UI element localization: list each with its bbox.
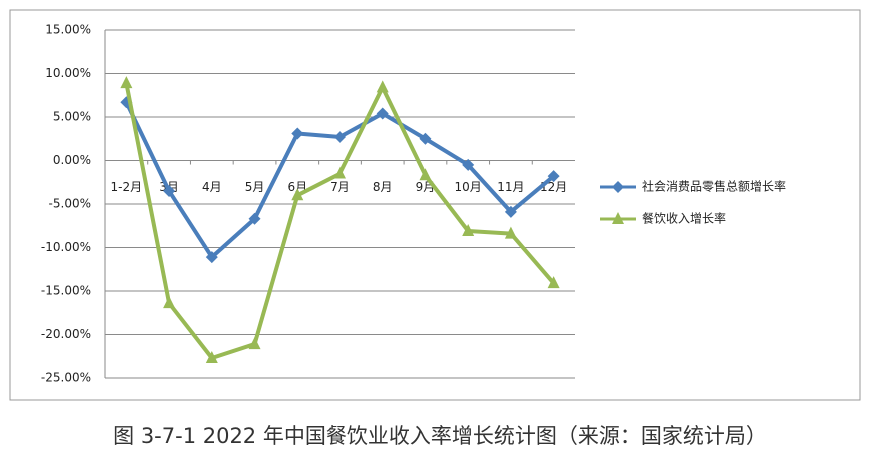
data-point (504, 205, 517, 218)
data-point (419, 132, 432, 145)
data-point (163, 296, 176, 309)
x-tick-label: 5月 (245, 180, 265, 194)
chart-frame (9, 9, 861, 401)
data-point (248, 337, 261, 350)
data-point (547, 276, 560, 289)
data-point (419, 168, 432, 181)
data-point (205, 251, 218, 264)
data-point (462, 223, 475, 236)
data-point (248, 212, 261, 225)
legend-marker (612, 181, 624, 193)
x-tick-label: 4月 (202, 180, 222, 194)
data-point (547, 170, 560, 183)
x-tick-label: 1-2月 (111, 180, 143, 194)
y-tick-label: 10.00% (45, 66, 91, 80)
y-tick-label: 5.00% (53, 110, 91, 124)
data-point (504, 226, 517, 239)
data-point (205, 350, 218, 363)
data-point (376, 80, 389, 93)
data-point (334, 131, 346, 144)
x-tick-label: 8月 (373, 180, 393, 194)
y-tick-label: 0.00% (53, 153, 91, 167)
x-tick-label: 11月 (497, 180, 524, 194)
x-tick-label: 6月 (287, 180, 307, 194)
y-tick-label: -5.00% (49, 197, 91, 211)
y-tick-label: -10.00% (41, 240, 91, 254)
data-point (120, 76, 133, 89)
data-point (376, 107, 389, 120)
chart-caption: 图 3-7-1 2022 年中国餐饮业收入率增长统计图（来源：国家统计局） (113, 424, 767, 448)
legend-marker (612, 212, 624, 224)
data-point (163, 184, 176, 197)
y-tick-label: -25.00% (41, 371, 91, 385)
legend-label: 社会消费品零售总额增长率 (642, 179, 786, 194)
data-point (291, 188, 304, 201)
x-tick-label: 7月 (330, 180, 350, 194)
y-tick-label: 15.00% (45, 23, 91, 37)
data-point (291, 127, 304, 140)
legend-label: 餐饮收入增长率 (642, 211, 726, 226)
data-point (462, 158, 475, 171)
y-tick-label: -15.00% (41, 284, 91, 298)
x-tick-label: 10月 (455, 180, 482, 194)
data-point (334, 166, 346, 179)
y-tick-label: -20.00% (41, 327, 91, 341)
